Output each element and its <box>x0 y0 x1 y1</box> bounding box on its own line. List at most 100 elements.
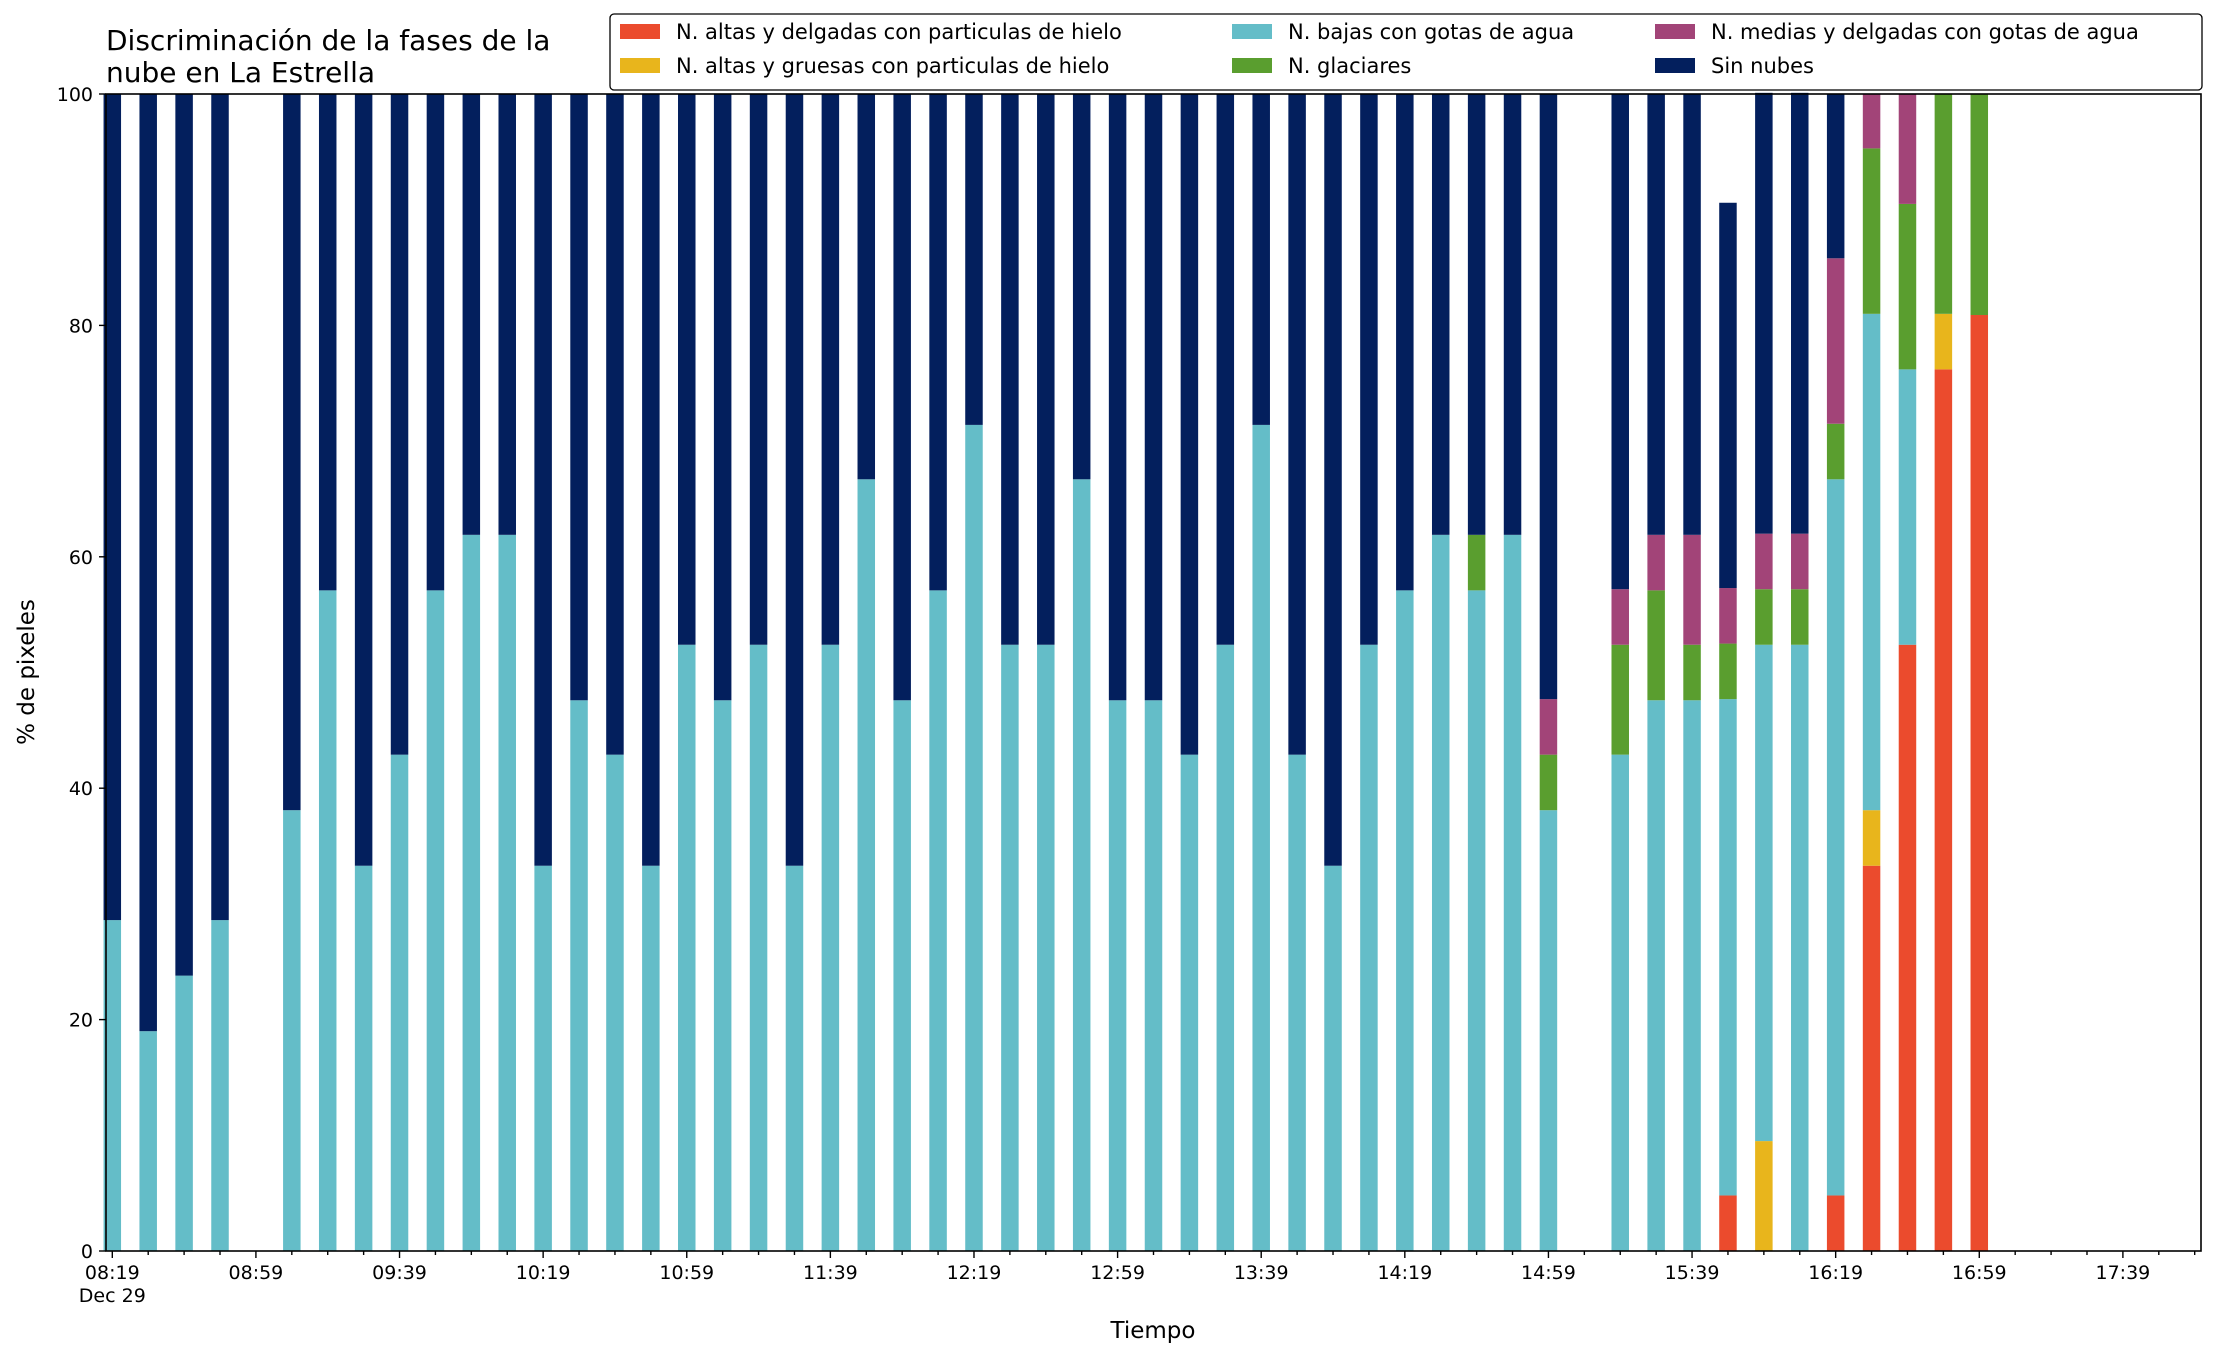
bar-segment <box>1934 313 1953 370</box>
bar-segment <box>1826 1195 1845 1251</box>
bar-segment <box>1396 590 1414 1251</box>
bar-segment <box>1072 94 1091 480</box>
bar-segment <box>1288 94 1306 755</box>
x-tick-label: 17:39 <box>2096 1262 2151 1284</box>
chart-title-line-2: nube en La Estrella <box>106 56 375 89</box>
bar-segment <box>1683 534 1701 645</box>
bar-segment <box>534 865 552 1251</box>
bar-segment <box>1898 369 1917 645</box>
x-tick-sublabel: Dec 29 <box>79 1285 146 1307</box>
bar-segment <box>785 865 804 1251</box>
bar-segment <box>821 644 840 1251</box>
bar-segment <box>1934 369 1953 1251</box>
bar-segment <box>857 94 876 480</box>
bar-segment <box>1719 1195 1737 1251</box>
bar-segment <box>1970 94 1989 315</box>
bar-segment <box>1826 479 1845 1196</box>
x-tick-label: 13:39 <box>1234 1262 1289 1284</box>
bar-segment <box>1791 644 1809 1251</box>
x-tick-label: 08:19 <box>85 1262 140 1284</box>
y-tick-label: 60 <box>69 547 93 569</box>
bar-segment <box>857 479 876 1251</box>
bar-segment <box>175 94 193 976</box>
bar-segment <box>1001 644 1019 1251</box>
x-tick-label: 08:59 <box>229 1262 284 1284</box>
bar-segment <box>318 94 337 591</box>
legend-swatch <box>1655 24 1695 39</box>
bar-segment <box>965 94 983 425</box>
bar-segment <box>1647 94 1665 535</box>
bar-segment <box>1683 644 1701 701</box>
bar-segment <box>354 94 373 866</box>
y-tick-label: 100 <box>57 84 93 106</box>
bar-segment <box>1216 94 1235 645</box>
x-tick-label: 15:39 <box>1665 1262 1720 1284</box>
bar-segment <box>462 534 481 1251</box>
bar-segment <box>211 920 229 1251</box>
legend-label: N. altas y delgadas con particulas de hi… <box>676 20 1122 44</box>
chart-title-line-1: Discriminación de la fases de la <box>106 24 550 57</box>
x-tick-label: 11:39 <box>803 1262 858 1284</box>
bar-segment <box>175 975 193 1251</box>
bar-segment <box>1755 1141 1773 1251</box>
y-axis: 0 20 40 60 80 100 <box>57 84 106 1263</box>
legend-swatch <box>620 58 660 73</box>
bar-segment <box>1467 534 1486 591</box>
bar-segment <box>1719 588 1737 644</box>
bar-segment <box>1360 644 1378 1251</box>
bar-segment <box>1934 94 1953 314</box>
bars-layer <box>103 92 1989 1251</box>
bar-segment <box>1719 202 1737 589</box>
x-tick-label: 16:59 <box>1952 1262 2007 1284</box>
bar-segment <box>318 590 337 1251</box>
bar-segment <box>1072 479 1091 1251</box>
x-tick-label: 09:39 <box>372 1262 427 1284</box>
bar-segment <box>354 865 373 1251</box>
bar-segment <box>498 94 516 535</box>
bar-segment <box>139 1031 157 1251</box>
bar-segment <box>1539 699 1558 755</box>
bar-segment <box>1826 258 1845 424</box>
bar-segment <box>749 94 768 645</box>
bar-segment <box>390 94 409 755</box>
bar-segment <box>1898 203 1917 370</box>
bar-segment <box>678 644 696 1251</box>
bar-segment <box>1862 865 1881 1251</box>
x-tick-label: 10:59 <box>659 1262 714 1284</box>
bar-segment <box>1647 534 1665 591</box>
legend: N. altas y delgadas con particulas de hi… <box>609 13 2203 91</box>
bar-segment <box>929 590 947 1251</box>
bar-segment <box>1755 589 1773 645</box>
bar-segment <box>1396 94 1414 591</box>
x-tick-label: 12:19 <box>947 1262 1002 1284</box>
bar-segment <box>1898 644 1917 1251</box>
bar-segment <box>1755 92 1773 534</box>
bar-segment <box>283 94 301 811</box>
bar-segment <box>1683 94 1701 535</box>
legend-swatch <box>1232 58 1272 73</box>
bar-segment <box>1791 589 1809 645</box>
bar-segment <box>606 94 624 755</box>
bar-segment <box>1611 644 1629 755</box>
bar-segment <box>462 94 481 535</box>
bar-segment <box>1144 700 1163 1251</box>
legend-label: Sin nubes <box>1711 54 1814 78</box>
bar-segment <box>1755 533 1773 590</box>
bar-segment <box>1252 424 1270 1251</box>
bar-segment <box>1252 94 1270 425</box>
bar-segment <box>642 865 660 1251</box>
bar-segment <box>749 644 768 1251</box>
bar-segment <box>713 94 732 701</box>
y-tick-label: 0 <box>81 1241 93 1263</box>
bar-segment <box>1324 865 1342 1251</box>
bar-segment <box>1288 754 1306 1251</box>
bar-segment <box>1683 700 1701 1251</box>
bar-segment <box>678 94 696 645</box>
legend-label: N. altas y gruesas con particulas de hie… <box>676 54 1109 78</box>
bar-segment <box>1791 92 1809 534</box>
bar-segment <box>1037 644 1055 1251</box>
bar-segment <box>965 424 983 1251</box>
bar-segment <box>283 810 301 1251</box>
y-tick-label: 20 <box>69 1010 93 1032</box>
